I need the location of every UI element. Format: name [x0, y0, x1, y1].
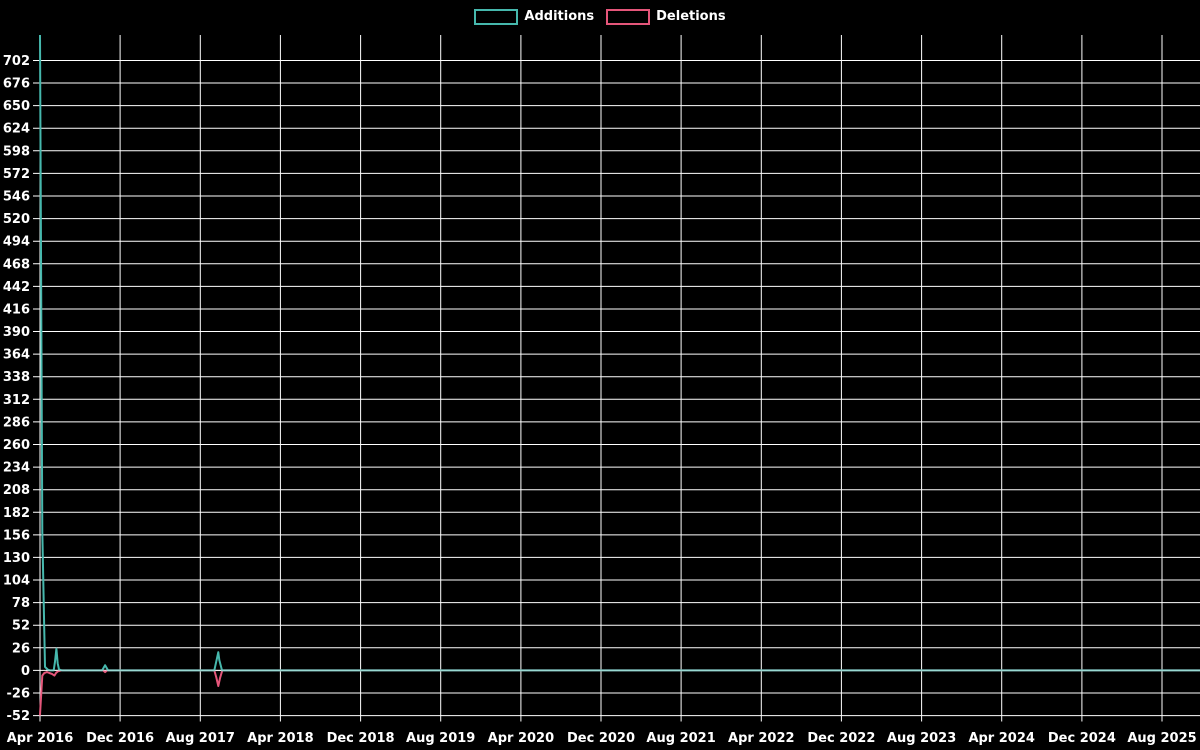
deletions-legend-label: Deletions: [656, 9, 726, 24]
additions-swatch: [474, 9, 519, 25]
svg-text:-52: -52: [7, 709, 31, 724]
svg-text:Aug 2017: Aug 2017: [166, 731, 235, 746]
svg-text:442: 442: [3, 280, 30, 295]
additions-legend-label: Additions: [524, 9, 595, 24]
svg-text:104: 104: [3, 574, 30, 589]
svg-text:Dec 2024: Dec 2024: [1048, 731, 1116, 746]
svg-text:702: 702: [3, 54, 30, 69]
svg-text:Dec 2022: Dec 2022: [807, 731, 875, 746]
svg-text:390: 390: [3, 325, 30, 340]
svg-text:Apr 2020: Apr 2020: [488, 731, 555, 746]
svg-text:Aug 2021: Aug 2021: [646, 731, 715, 746]
svg-text:Apr 2018: Apr 2018: [247, 731, 314, 746]
legend-item-additions: Additions: [474, 9, 594, 25]
svg-text:78: 78: [12, 596, 30, 611]
svg-text:0: 0: [21, 664, 30, 679]
svg-text:468: 468: [3, 257, 30, 272]
svg-text:Apr 2024: Apr 2024: [968, 731, 1035, 746]
chart-legend: Additions Deletions: [0, 9, 1200, 25]
svg-text:338: 338: [3, 370, 30, 385]
svg-text:208: 208: [3, 483, 30, 498]
svg-text:364: 364: [3, 348, 30, 363]
svg-text:Aug 2023: Aug 2023: [887, 731, 956, 746]
svg-text:Dec 2018: Dec 2018: [327, 731, 395, 746]
svg-text:286: 286: [3, 415, 30, 430]
svg-text:Dec 2020: Dec 2020: [567, 731, 635, 746]
legend-item-deletions: Deletions: [606, 9, 726, 25]
svg-text:260: 260: [3, 438, 30, 453]
svg-text:Dec 2016: Dec 2016: [86, 731, 154, 746]
deletions-swatch: [606, 9, 651, 25]
svg-text:-26: -26: [7, 687, 31, 702]
svg-text:Aug 2019: Aug 2019: [406, 731, 475, 746]
svg-text:520: 520: [3, 212, 30, 227]
svg-text:156: 156: [3, 528, 30, 543]
svg-text:26: 26: [12, 641, 30, 656]
svg-text:650: 650: [3, 99, 30, 114]
svg-text:624: 624: [3, 122, 30, 137]
svg-text:Apr 2016: Apr 2016: [7, 731, 74, 746]
svg-text:Apr 2022: Apr 2022: [728, 731, 795, 746]
svg-text:182: 182: [3, 506, 30, 521]
svg-text:598: 598: [3, 144, 30, 159]
svg-text:572: 572: [3, 167, 30, 182]
svg-text:Aug 2025: Aug 2025: [1127, 731, 1196, 746]
svg-text:52: 52: [12, 619, 30, 634]
svg-text:130: 130: [3, 551, 30, 566]
svg-text:494: 494: [3, 235, 30, 250]
svg-text:416: 416: [3, 303, 30, 318]
svg-text:234: 234: [3, 461, 30, 476]
svg-text:546: 546: [3, 190, 30, 205]
svg-text:676: 676: [3, 77, 30, 92]
svg-text:312: 312: [3, 393, 30, 408]
